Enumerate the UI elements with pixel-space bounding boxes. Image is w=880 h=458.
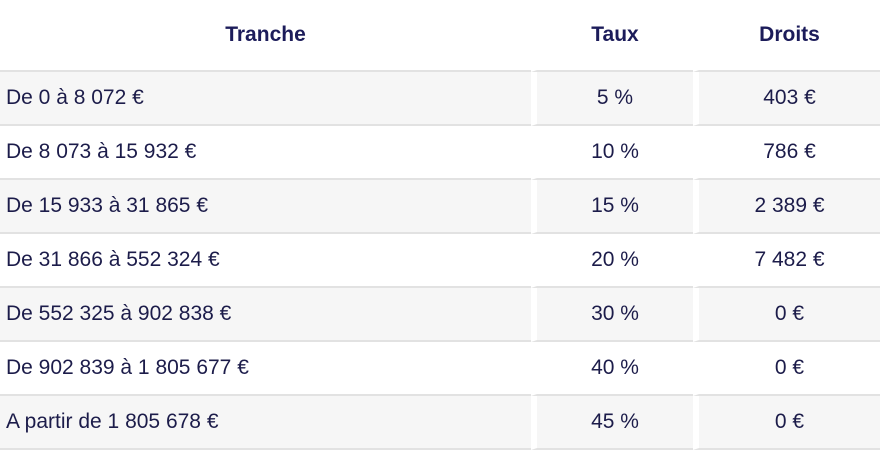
tranche-cell: De 552 325 à 902 838 € <box>0 288 531 342</box>
duty-cell: 0 € <box>693 396 880 450</box>
table-body: De 0 à 8 072 €5 % 403 € De 8 073 à 15 932 … <box>0 72 880 450</box>
table-row: De 15 933 à 31 865 €15 % 2 389 € <box>0 180 880 234</box>
duty-cell: 786 € <box>693 126 880 180</box>
rate-cell: 15 % <box>531 180 693 234</box>
table-row: De 0 à 8 072 €5 % 403 € <box>0 72 880 126</box>
table-row: De 31 866 à 552 324 €20 % 7 482 € <box>0 234 880 288</box>
rate-cell: 45 % <box>531 396 693 450</box>
duty-cell: 403 € <box>693 72 880 126</box>
header-cell: Tranche <box>0 0 531 72</box>
header-row: Tranche Taux Droits <box>0 0 880 72</box>
rate-cell: 20 % <box>531 234 693 288</box>
tranche-cell: De 0 à 8 072 € <box>0 72 531 126</box>
rate-cell: 10 % <box>531 126 693 180</box>
tranche-cell: De 8 073 à 15 932 € <box>0 126 531 180</box>
duty-cell: 0 € <box>693 342 880 396</box>
rate-cell: 30 % <box>531 288 693 342</box>
header-cell: Droits <box>693 0 880 72</box>
rate-cell: 40 % <box>531 342 693 396</box>
table-row: A partir de 1 805 678 €45 % 0 € <box>0 396 880 450</box>
header-cell: Taux <box>531 0 693 72</box>
tranche-cell: A partir de 1 805 678 € <box>0 396 531 450</box>
duty-cell: 7 482 € <box>693 234 880 288</box>
duty-cell: 0 € <box>693 288 880 342</box>
duty-cell: 2 389 € <box>693 180 880 234</box>
rate-cell: 5 % <box>531 72 693 126</box>
table-row: De 8 073 à 15 932 €10 % 786 € <box>0 126 880 180</box>
table-row: De 902 839 à 1 805 677 €40 % 0 € <box>0 342 880 396</box>
tranche-cell: De 902 839 à 1 805 677 € <box>0 342 531 396</box>
table-header: Tranche Taux Droits <box>0 0 880 72</box>
table-row: De 552 325 à 902 838 €30 % 0 € <box>0 288 880 342</box>
tranche-cell: De 31 866 à 552 324 € <box>0 234 531 288</box>
tranche-cell: De 15 933 à 31 865 € <box>0 180 531 234</box>
